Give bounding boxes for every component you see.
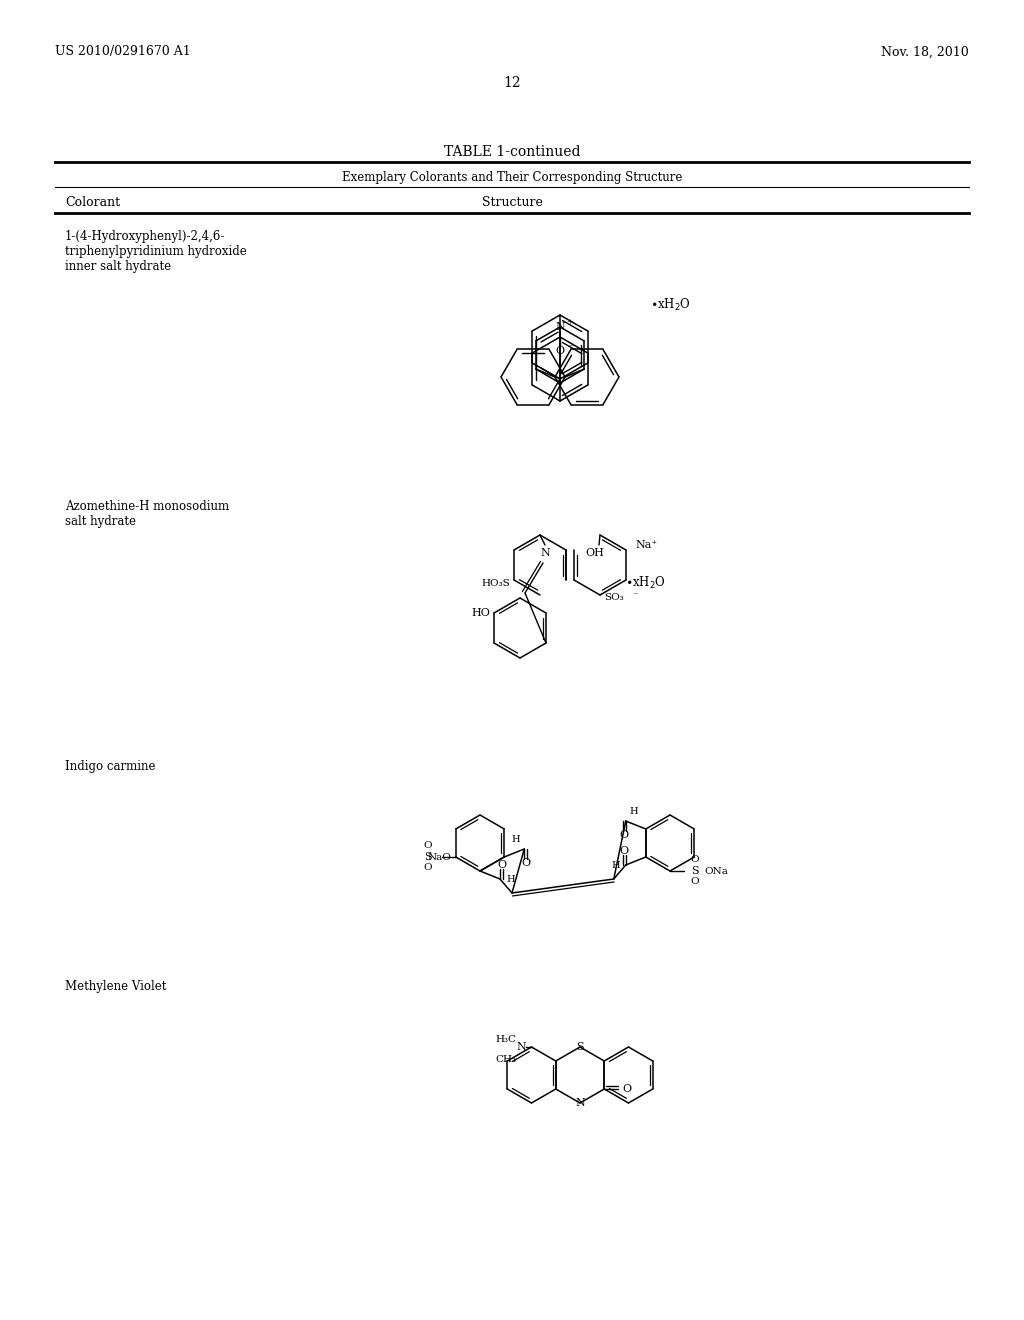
Text: OH: OH bbox=[586, 548, 604, 558]
Text: 12: 12 bbox=[503, 77, 521, 90]
Text: S: S bbox=[424, 851, 431, 862]
Text: Azomethine-H monosodium
salt hydrate: Azomethine-H monosodium salt hydrate bbox=[65, 500, 229, 528]
Text: N: N bbox=[555, 322, 565, 333]
Text: $\bullet$xH$_2$O: $\bullet$xH$_2$O bbox=[650, 297, 691, 313]
Text: HO: HO bbox=[471, 609, 490, 618]
Text: $\bullet$xH$_2$O: $\bullet$xH$_2$O bbox=[625, 576, 666, 591]
Text: ⁻: ⁻ bbox=[632, 591, 637, 601]
Text: Indigo carmine: Indigo carmine bbox=[65, 760, 156, 774]
Text: TABLE 1-continued: TABLE 1-continued bbox=[443, 145, 581, 158]
Text: O: O bbox=[620, 846, 629, 855]
Text: O: O bbox=[521, 858, 530, 869]
Text: ONa: ONa bbox=[705, 866, 728, 875]
Text: +: + bbox=[566, 318, 572, 326]
Text: O: O bbox=[424, 842, 432, 850]
Text: O: O bbox=[690, 855, 699, 865]
Text: O: O bbox=[424, 863, 432, 873]
Text: H: H bbox=[611, 861, 620, 870]
Text: N: N bbox=[540, 548, 550, 558]
Text: Structure: Structure bbox=[481, 195, 543, 209]
Text: US 2010/0291670 A1: US 2010/0291670 A1 bbox=[55, 45, 190, 58]
Text: O: O bbox=[690, 878, 699, 887]
Text: Methylene Violet: Methylene Violet bbox=[65, 979, 166, 993]
Text: Nov. 18, 2010: Nov. 18, 2010 bbox=[882, 45, 969, 58]
Text: 1-(4-Hydroxyphenyl)-2,4,6-
triphenylpyridinium hydroxide
inner salt hydrate: 1-(4-Hydroxyphenyl)-2,4,6- triphenylpyri… bbox=[65, 230, 247, 273]
Text: NaO: NaO bbox=[428, 853, 452, 862]
Text: O: O bbox=[623, 1084, 632, 1094]
Text: H: H bbox=[630, 807, 638, 816]
Text: H: H bbox=[512, 836, 520, 843]
Text: N: N bbox=[575, 1098, 585, 1107]
Text: CH₃: CH₃ bbox=[496, 1055, 516, 1064]
Text: S: S bbox=[691, 866, 698, 876]
Text: SO₃: SO₃ bbox=[604, 594, 624, 602]
Text: Colorant: Colorant bbox=[65, 195, 120, 209]
Text: H₃C: H₃C bbox=[496, 1035, 516, 1044]
Text: N: N bbox=[517, 1041, 526, 1052]
Text: Na⁺: Na⁺ bbox=[635, 540, 657, 550]
Text: ⁻: ⁻ bbox=[568, 343, 573, 352]
Text: H: H bbox=[506, 874, 515, 883]
Text: S: S bbox=[577, 1041, 584, 1052]
Text: Exemplary Colorants and Their Corresponding Structure: Exemplary Colorants and Their Correspond… bbox=[342, 170, 682, 183]
Text: O: O bbox=[498, 861, 507, 870]
Text: O: O bbox=[555, 346, 564, 356]
Text: O: O bbox=[620, 830, 629, 840]
Text: HO₃S: HO₃S bbox=[481, 578, 510, 587]
